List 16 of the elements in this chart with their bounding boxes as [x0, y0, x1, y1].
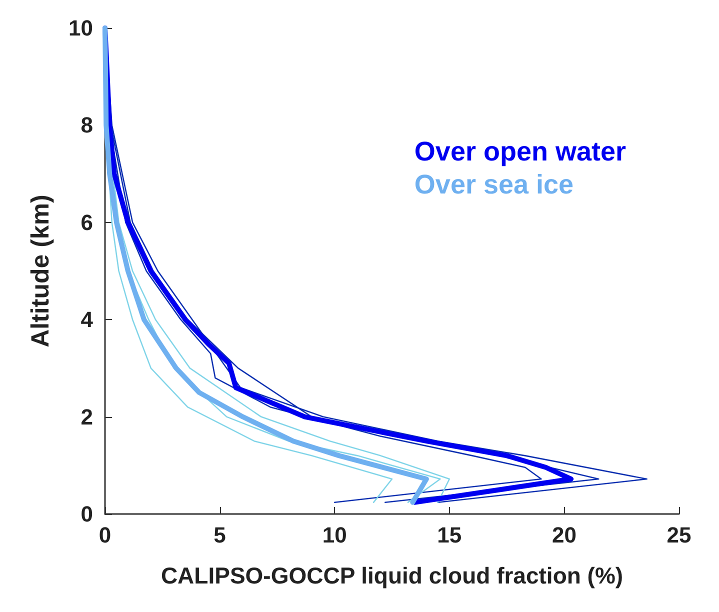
y-tick-label: 4 — [80, 307, 94, 332]
text: Over open water — [414, 136, 626, 166]
text: Over sea ice — [414, 170, 574, 200]
y-tick-label: 8 — [80, 112, 93, 138]
x-tick-label: 10 — [322, 522, 347, 548]
x-axis-title: CALIPSO-GOCCP liquid cloud fraction (%) — [160, 562, 624, 588]
y-tick-label: 0 — [80, 502, 93, 526]
y-axis-title: Altitude (km) — [26, 194, 54, 348]
y-tick-label: 6 — [80, 210, 93, 235]
y-tick-label: 2 — [80, 404, 93, 430]
x-tick-label: 0 — [98, 522, 112, 548]
y-tick-label: 10 — [68, 16, 93, 40]
x-tick-label: 20 — [552, 522, 576, 548]
x-tick-label: 5 — [214, 522, 226, 548]
x-tick-label: 25 — [666, 522, 692, 548]
x-tick-label: 15 — [437, 522, 462, 548]
